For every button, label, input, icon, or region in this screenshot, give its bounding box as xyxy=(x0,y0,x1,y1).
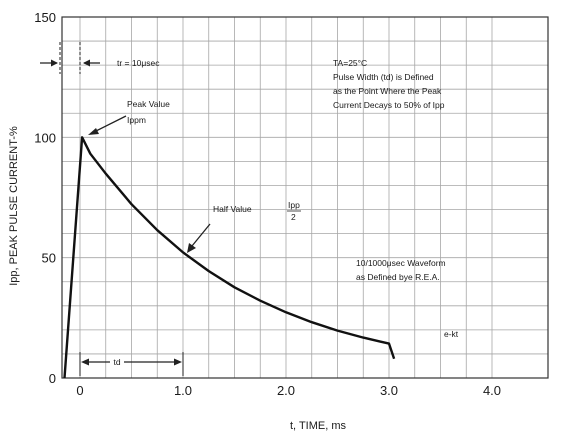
condition-line-2: Pulse Width (td) is Defined xyxy=(333,72,434,82)
x-tick-label: 2.0 xyxy=(277,383,295,398)
waveform-description-2: as Defined bye R.E.A. xyxy=(356,272,440,282)
half-value-label: Half Value xyxy=(213,204,252,214)
plot-frame xyxy=(61,16,549,379)
tr-label: tr = 10μsec xyxy=(117,58,160,68)
peak-value-label: Peak Value xyxy=(127,99,170,109)
waveform-description-1: 10/1000μsec Waveform xyxy=(356,258,446,268)
half-arrow-head xyxy=(187,243,196,253)
x-tick-label: 3.0 xyxy=(380,383,398,398)
tr-arrow-left-head xyxy=(51,59,58,67)
decay-expression-label: e-kt xyxy=(444,329,459,339)
tick-labels: 0 50 100 150 0 1.0 2.0 3.0 4.0 xyxy=(34,10,501,398)
td-arrow-left-head xyxy=(81,358,89,366)
waveform-curve xyxy=(63,136,396,379)
condition-line-4: Current Decays to 50% of Ipp xyxy=(333,100,445,110)
y-tick-label: 50 xyxy=(42,251,56,266)
condition-temperature: TA=25°C xyxy=(333,58,367,68)
x-tick-label: 0 xyxy=(76,383,83,398)
y-tick-label: 150 xyxy=(34,10,56,25)
y-axis-label: Ipp, PEAK PULSE CURRENT-% xyxy=(8,126,20,286)
peak-arrow-line xyxy=(93,115,127,133)
y-tick-label: 100 xyxy=(34,130,56,145)
peak-value-symbol: Ippm xyxy=(127,115,146,125)
annotations: tr = 10μsec Peak Value Ippm Half Value Ipp 2 T… xyxy=(40,42,459,376)
td-label: td xyxy=(113,357,120,367)
x-axis-label: t, TIME, ms xyxy=(290,420,347,432)
half-arrow-line xyxy=(191,223,211,247)
tr-arrow-right-head xyxy=(83,59,90,67)
x-tick-label: 4.0 xyxy=(483,383,501,398)
td-arrow-right-head xyxy=(174,358,182,366)
peak-arrow-head xyxy=(88,128,99,135)
y-tick-label: 0 xyxy=(49,371,56,386)
grid-lines xyxy=(62,17,548,378)
half-value-numerator: Ipp xyxy=(288,200,300,210)
x-tick-label: 1.0 xyxy=(174,383,192,398)
condition-line-3: as the Point Where the Peak xyxy=(333,86,442,96)
plot-border xyxy=(61,16,549,379)
waveform-line xyxy=(63,136,396,379)
half-value-denominator: 2 xyxy=(291,212,296,222)
